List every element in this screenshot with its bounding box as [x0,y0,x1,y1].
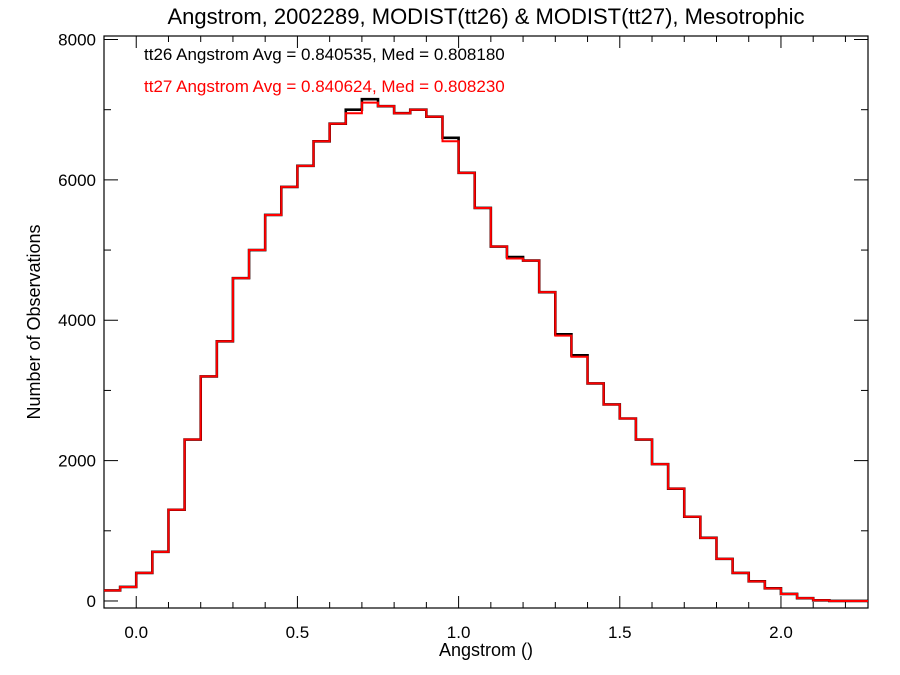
x-tick-label: 1.0 [447,623,471,642]
plot-frame [103,35,869,609]
series-line-tt27 [104,101,868,602]
x-tick-label: 2.0 [769,623,793,642]
x-axis-label: Angstrom () [439,640,533,660]
axis-ticks [103,36,868,608]
annotation-tt26: tt26 Angstrom Avg = 0.840535, Med = 0.80… [144,45,505,64]
annotation-tt27: tt27 Angstrom Avg = 0.840624, Med = 0.80… [144,77,505,96]
chart-title: Angstrom, 2002289, MODIST(tt26) & MODIST… [168,4,805,29]
y-axis-label: Number of Observations [24,224,44,419]
series-line-tt26 [104,97,868,603]
x-tick-label: 1.5 [608,623,632,642]
y-tick-label: 8000 [58,31,96,50]
legend-annotations: tt26 Angstrom Avg = 0.840535, Med = 0.80… [144,45,505,96]
y-tick-label: 4000 [58,311,96,330]
y-tick-label: 6000 [58,171,96,190]
series-lines [104,97,868,603]
y-tick-label: 2000 [58,452,96,471]
x-tick-label: 0.0 [124,623,148,642]
tick-labels: 0.0 0.5 1.0 1.5 2.0 0 2000 4000 6000 8000 [58,31,793,642]
x-tick-label: 0.5 [286,623,310,642]
y-tick-label: 0 [87,592,96,611]
